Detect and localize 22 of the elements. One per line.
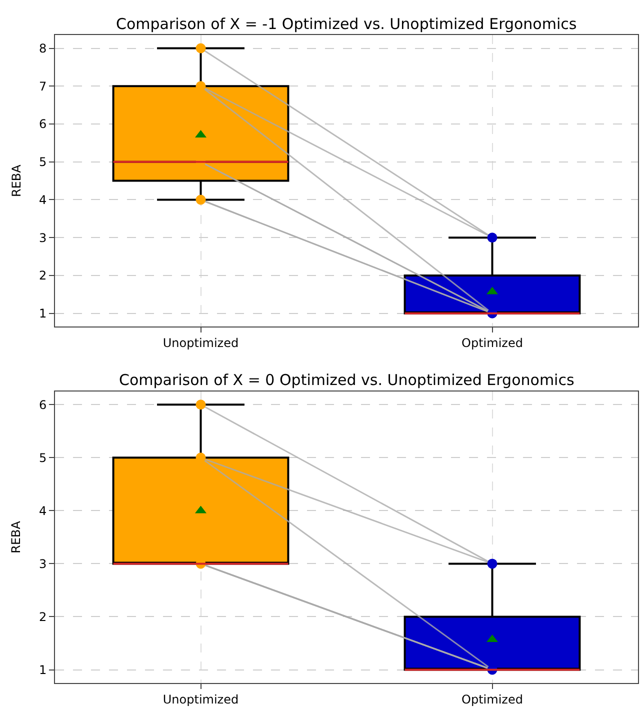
y-tick-label: 1 (38, 306, 47, 321)
x-tick-label: Optimized (462, 692, 523, 706)
chart-title: Comparison of X = -1 Optimized vs. Unoptimized Ergonomics (116, 15, 577, 33)
x-tick-label: Unoptimized (162, 336, 239, 350)
y-axis-title: REBA (9, 164, 24, 197)
y-tick-label: 3 (38, 230, 47, 245)
y-tick-label: 6 (38, 398, 47, 412)
y-tick-label: 8 (38, 41, 47, 56)
y-tick-label: 5 (38, 450, 47, 465)
y-tick-label: 4 (38, 504, 47, 518)
y-tick-label: 3 (38, 556, 47, 571)
y-tick-label: 2 (38, 268, 47, 283)
y-tick-label: 2 (38, 610, 47, 624)
chart-title: Comparison of X = 0 Optimized vs. Unoptimized Ergonomics (119, 371, 574, 389)
x-tick-label: Optimized (462, 336, 523, 350)
y-tick-label: 6 (38, 117, 47, 132)
y-tick-label: 1 (38, 662, 47, 677)
x-tick-label: Unoptimized (162, 692, 239, 706)
y-tick-label: 5 (38, 155, 47, 170)
y-tick-label: 7 (38, 79, 47, 94)
y-tick-label: 4 (38, 192, 47, 207)
y-axis-title: REBA (9, 520, 24, 554)
